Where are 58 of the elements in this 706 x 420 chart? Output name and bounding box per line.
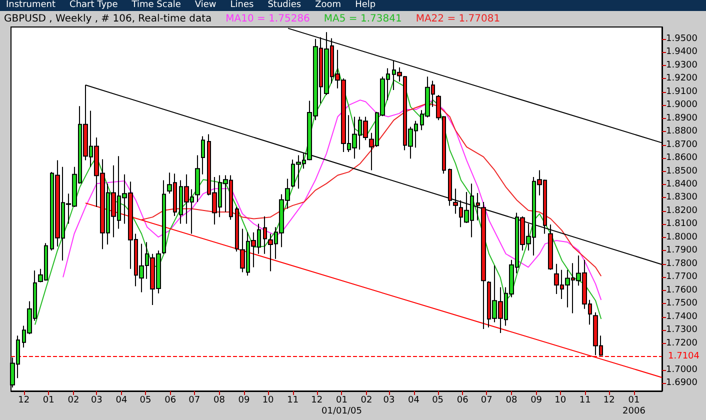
menu-bar: Instrument Chart Type Time Scale View Lines Studies Zoom Help — [0, 0, 706, 11]
y-tick-label: 1.7400 — [666, 312, 698, 322]
y-tick-label: 1.9400 — [666, 47, 698, 58]
ref-line-label: 1.7104 — [668, 352, 700, 362]
x-tick-label: 12 — [18, 396, 30, 406]
y-tick-label: 1.8800 — [666, 126, 698, 137]
y-tick-label: 1.9000 — [666, 100, 698, 110]
x-tick-label: 03 — [90, 396, 102, 406]
x-tick-label: 10 — [262, 396, 274, 406]
y-tick-label: 1.7200 — [666, 338, 698, 348]
chart-title: GBPUSD , Weekly , # 106, Real-time data — [4, 14, 212, 24]
y-tick-label: 1.8900 — [666, 113, 698, 124]
x-tick-label: 11 — [287, 396, 299, 406]
y-tick-label: 1.8600 — [666, 153, 698, 164]
x-tick-label: 05 — [432, 396, 444, 406]
x-tick-label: 02 — [360, 396, 372, 406]
y-tick-label: 1.8000 — [666, 232, 698, 242]
y-tick-label: 1.8300 — [666, 192, 698, 203]
y-tick-label: 1.8100 — [666, 219, 698, 230]
x-tick-label: 07 — [480, 396, 492, 406]
x-tick-label: 04 — [408, 396, 420, 406]
y-tick-label: 1.7900 — [666, 246, 698, 256]
y-tick-label: 1.7600 — [666, 285, 698, 296]
x-tick-label: 08 — [506, 396, 518, 406]
y-tick-label: 1.7300 — [666, 325, 698, 336]
x-tick-label: 06 — [456, 396, 469, 406]
y-tick-label: 1.7800 — [666, 258, 698, 269]
x-tick-label: 05 — [140, 396, 152, 406]
y-tick-label: 1.8500 — [666, 166, 698, 176]
y-tick-label: 1.7700 — [666, 272, 698, 282]
y-tick-label: 1.9100 — [666, 86, 698, 97]
y-tick-label: 1.9300 — [666, 60, 698, 70]
x-tick-label: 12 — [311, 396, 323, 406]
x-tick-label: 06 — [164, 396, 176, 406]
x-tick-label: 10 — [554, 396, 566, 406]
y-tick-label: 1.7000 — [666, 364, 698, 375]
y-tick-label: 1.7500 — [666, 298, 698, 309]
text: MA10 = 1.75286 — [226, 14, 310, 24]
x-tick-label: 09 — [238, 396, 250, 406]
y-tick-label: 1.6900 — [666, 378, 698, 388]
y-tick-label: 1.9500 — [666, 34, 698, 44]
x-tick-label: 07 — [188, 396, 200, 406]
x-tick-label: 01 — [42, 396, 54, 406]
x-tick-label: 11 — [579, 396, 591, 406]
x-tick-label: 02 — [68, 396, 80, 406]
text: MA22 = 1.77081 — [416, 14, 500, 24]
x-tick-label: 12 — [603, 396, 615, 406]
y-tick-label: 1.8400 — [666, 180, 698, 190]
text: MA5 = 1.73841 — [324, 14, 402, 24]
y-tick-label: 1.9200 — [666, 74, 698, 84]
x-tick-label: 09 — [530, 396, 542, 406]
x-tick-label: 01 01/01/05 — [321, 396, 362, 416]
x-tick-label: 08 — [213, 396, 226, 406]
y-tick-label: 1.8700 — [666, 140, 698, 150]
x-tick-label: 03 — [383, 396, 395, 406]
x-tick-label: 04 — [116, 396, 128, 406]
y-tick-label: 1.8200 — [666, 206, 698, 216]
x-tick-label: 01 2006 — [622, 396, 646, 416]
